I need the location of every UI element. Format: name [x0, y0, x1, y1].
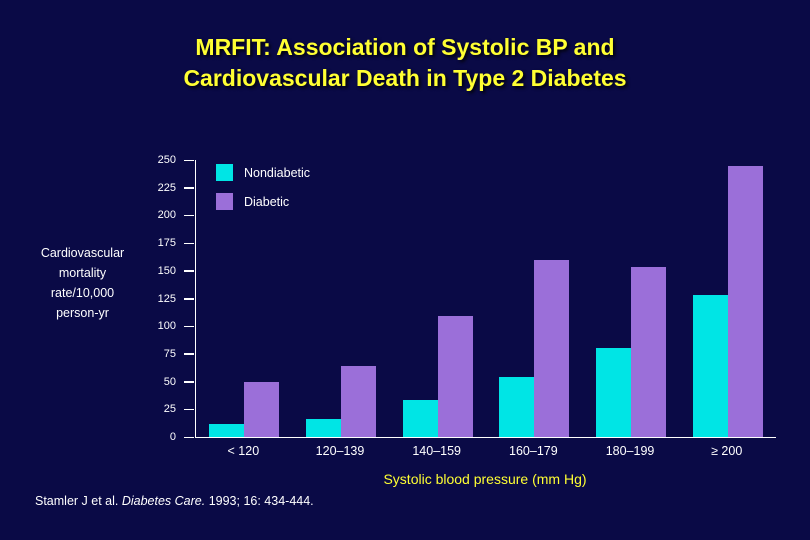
- bar-group: [196, 160, 293, 437]
- y-axis-title-line: Cardiovascular: [40, 246, 125, 260]
- bar-nondiabetic: [402, 400, 438, 437]
- bar-diabetic: [244, 381, 280, 437]
- slide-title-line2: Cardiovascular Death in Type 2 Diabetes: [183, 65, 627, 92]
- bar-diabetic: [341, 366, 376, 437]
- y-tick-mark: [184, 242, 194, 245]
- y-axis-title-line: mortality: [58, 266, 107, 280]
- x-tick-label: ≥ 200: [711, 444, 743, 458]
- legend-entry-nondiabetic: Nondiabetic: [216, 164, 310, 181]
- citation-journal: Diabetes Care.: [121, 494, 206, 508]
- y-tick-label: 200: [157, 209, 176, 222]
- bar-nondiabetic: [306, 419, 341, 437]
- y-tick-mark: [184, 436, 194, 438]
- bar-group: [679, 160, 776, 437]
- x-tick-label: 120–139: [315, 444, 365, 458]
- bar-diabetic: [727, 165, 763, 437]
- bar-nondiabetic: [596, 348, 632, 437]
- y-tick-label: 50: [163, 375, 176, 388]
- bar-nondiabetic: [499, 377, 535, 437]
- bar-group: [486, 160, 583, 437]
- y-tick-mark: [184, 270, 194, 272]
- y-axis-title: Cardiovascular mortality rate/10,000 per…: [20, 243, 145, 323]
- y-tick-mark: [184, 159, 194, 161]
- y-tick-label: 125: [157, 292, 176, 305]
- y-tick-label: 25: [163, 403, 176, 416]
- y-axis-title-line: person-yr: [56, 306, 109, 320]
- legend: Nondiabetic Diabetic: [216, 164, 310, 222]
- bar-series-container: [196, 160, 776, 437]
- y-tick-label: 150: [157, 264, 176, 277]
- legend-label-nondiabetic: Nondiabetic: [244, 165, 311, 180]
- x-axis-title: Systolic blood pressure (mm Hg): [383, 471, 587, 487]
- bar-nondiabetic: [692, 295, 728, 437]
- y-tick-label: 0: [169, 431, 176, 443]
- x-tick-label: 140–159: [412, 444, 462, 458]
- x-axis: < 120 120–139 140–159 160–179 180–199 ≥ 200: [195, 444, 775, 458]
- y-tick-mark: [184, 381, 194, 383]
- x-tick-label: < 120: [227, 444, 260, 458]
- x-tick-label: 160–179: [509, 444, 558, 458]
- y-tick-mark: [184, 353, 194, 355]
- bar-diabetic: [437, 316, 473, 437]
- legend-label-diabetic: Diabetic: [244, 194, 290, 209]
- citation-details: 1993; 16: 434-444.: [205, 494, 314, 508]
- y-axis-title-line: rate/10,000: [50, 286, 115, 300]
- y-tick-mark: [184, 214, 194, 217]
- bar-group: [583, 160, 680, 437]
- y-tick-label: 250: [157, 154, 176, 166]
- slide-title: MRFIT: Association of Systolic BP and Ca…: [0, 32, 810, 94]
- bar-nondiabetic: [209, 423, 245, 437]
- bar-group: [293, 160, 390, 437]
- x-tick-label: 180–199: [605, 444, 655, 458]
- source-citation: Stamler J et al. Diabetes Care. 1993; 16…: [35, 494, 314, 508]
- y-tick-mark: [184, 325, 194, 328]
- y-tick-mark: [184, 408, 194, 411]
- bar-diabetic: [534, 259, 570, 437]
- y-tick-label: 225: [157, 181, 176, 194]
- y-tick-mark: [184, 298, 194, 300]
- citation-authors: Stamler J et al.: [35, 494, 122, 508]
- legend-entry-diabetic: Diabetic: [216, 193, 310, 210]
- y-tick-label: 175: [157, 237, 176, 250]
- bar-diabetic: [631, 267, 667, 437]
- plot-area: 0 25 50 75 100 125 150 175 200 225 250 Nondiabetic…: [158, 154, 776, 443]
- y-tick-label: 100: [157, 320, 176, 333]
- legend-swatch-nondiabetic: [216, 164, 233, 181]
- bar-group: [389, 160, 486, 437]
- y-tick-mark: [184, 187, 194, 189]
- legend-swatch-diabetic: [216, 193, 233, 210]
- slide-title-line1: MRFIT: Association of Systolic BP and: [195, 34, 615, 60]
- y-tick-label: 75: [163, 347, 176, 360]
